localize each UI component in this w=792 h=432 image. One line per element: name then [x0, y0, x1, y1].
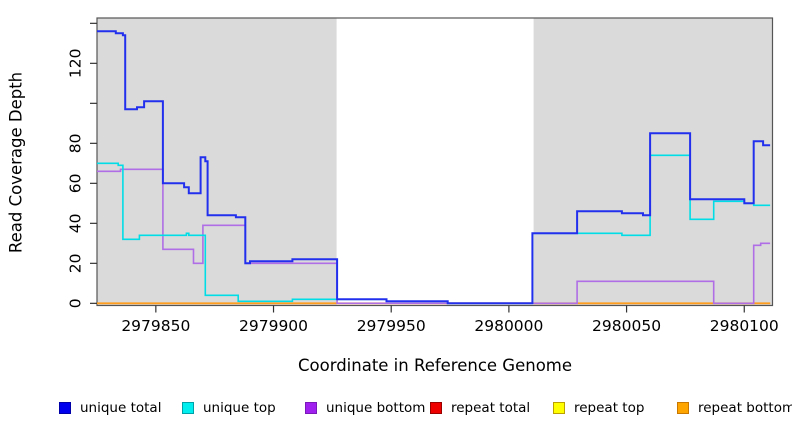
x-tick-label: 2980100: [710, 317, 779, 335]
y-tick-label: 0: [67, 298, 85, 308]
legend-item-unique-total: unique total: [59, 399, 161, 417]
legend-item-unique-top: unique top: [182, 399, 276, 417]
y-tick-label: 120: [67, 49, 85, 79]
legend-item-repeat-total: repeat total: [430, 399, 530, 417]
y-axis-title: Read Coverage Depth: [6, 71, 26, 254]
x-tick-label: 2980050: [592, 317, 661, 335]
x-axis-title: Coordinate in Reference Genome: [297, 356, 573, 375]
legend-item-repeat-bottom: repeat bottom: [677, 399, 792, 417]
repeat-top-swatch-icon: [553, 402, 565, 414]
x-tick-label: 2979900: [239, 317, 308, 335]
x-tick-label: 2979850: [121, 317, 190, 335]
legend-label: unique top: [203, 400, 276, 416]
legend-label: repeat bottom: [698, 400, 792, 416]
plot-box: [96, 17, 774, 307]
y-tick-label: 80: [67, 133, 85, 153]
repeat-region-shading: [533, 18, 773, 306]
legend-item-repeat-top: repeat top: [553, 399, 644, 417]
y-tick-label: 60: [67, 173, 85, 193]
unique-bottom-swatch-icon: [305, 402, 317, 414]
series-line-unique-total: [97, 30, 771, 305]
legend-label: unique total: [80, 400, 162, 416]
legend-label: unique bottom: [326, 400, 426, 416]
x-tick-label: 2979950: [357, 317, 426, 335]
unique-top-swatch-icon: [182, 402, 194, 414]
y-tick-label: 20: [67, 253, 85, 273]
legend-label: repeat total: [451, 400, 531, 416]
repeat-region-shading: [97, 18, 337, 306]
repeat-bottom-swatch-icon: [677, 402, 689, 414]
series-line-unique-bottom: [97, 168, 771, 305]
legend-label: repeat top: [574, 400, 645, 416]
repeat-total-swatch-icon: [430, 402, 442, 414]
unique-total-swatch-icon: [59, 402, 71, 414]
legend: unique total unique top unique bottom re…: [0, 399, 792, 419]
x-tick-label: 2980000: [474, 317, 543, 335]
y-tick-label: 40: [67, 213, 85, 233]
legend-item-unique-bottom: unique bottom: [305, 399, 425, 417]
